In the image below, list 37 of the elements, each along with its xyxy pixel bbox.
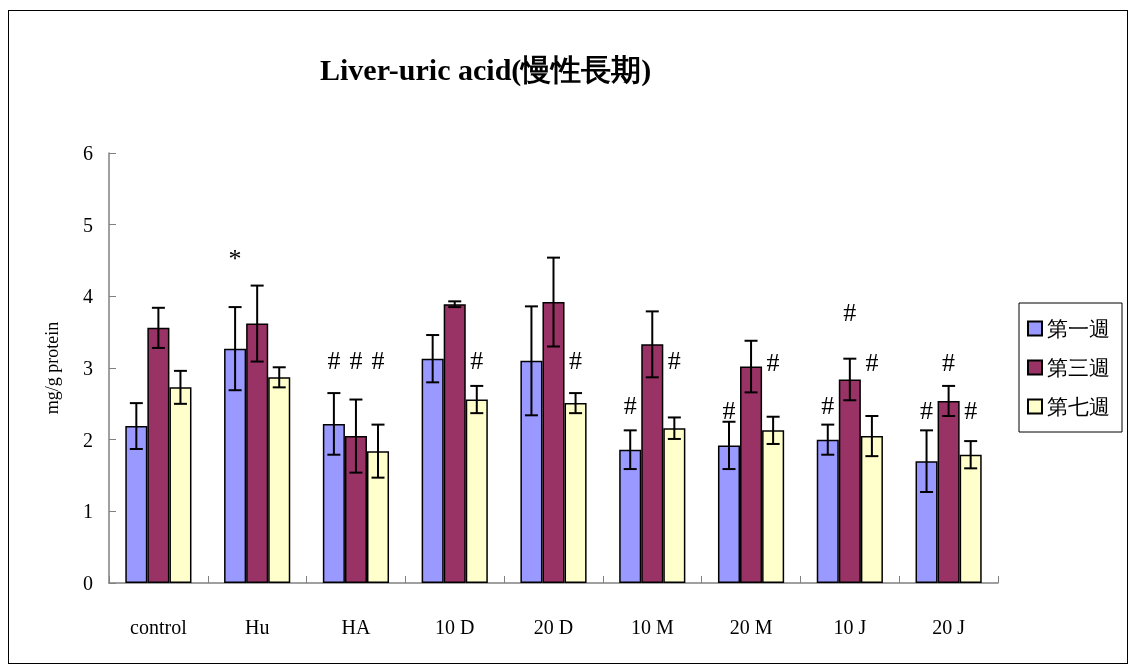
- y-tick-label: 1: [83, 500, 93, 523]
- annotation: #: [865, 347, 879, 377]
- annotation: #: [349, 345, 363, 375]
- annotation: #: [569, 346, 583, 376]
- annotation: #: [821, 390, 835, 420]
- y-tick-label: 6: [83, 142, 93, 164]
- annotation: #: [327, 345, 341, 375]
- annotation: #: [920, 395, 934, 425]
- annotation: #: [667, 346, 681, 376]
- x-tick-label: control: [130, 616, 188, 638]
- x-tick-label: HA: [341, 616, 371, 638]
- y-tick-label: 5: [83, 213, 93, 236]
- annotation: #: [722, 395, 736, 425]
- annotation: #: [470, 346, 484, 376]
- y-tick-label: 3: [83, 357, 93, 379]
- legend-label: 第一週: [1047, 316, 1110, 341]
- annotation: #: [766, 347, 780, 377]
- y-axis-title: mg/g protein: [42, 321, 62, 415]
- annotation: *: [228, 243, 242, 273]
- y-tick-label: 2: [83, 428, 93, 451]
- annotation: #: [843, 297, 857, 327]
- annotation: #: [623, 391, 637, 421]
- legend-label: 第三週: [1047, 355, 1110, 380]
- x-tick-label: 20 D: [533, 616, 574, 638]
- annotation: #: [371, 345, 385, 375]
- x-tick-label: Hu: [244, 616, 270, 638]
- x-tick-label: 20 J: [932, 616, 966, 638]
- y-tick-label: 4: [83, 285, 93, 308]
- y-tick-label: 0: [83, 572, 93, 594]
- x-tick-label: 10 J: [833, 616, 867, 638]
- x-tick-label: 10 D: [435, 616, 475, 638]
- legend-label: 第七週: [1047, 394, 1110, 419]
- x-tick-label: 10 M: [630, 616, 674, 638]
- chart-title: Liver-uric acid(慢性長期): [320, 52, 652, 87]
- x-tick-label: 20 M: [729, 616, 773, 638]
- annotation: #: [964, 395, 978, 425]
- annotation: #: [942, 347, 956, 377]
